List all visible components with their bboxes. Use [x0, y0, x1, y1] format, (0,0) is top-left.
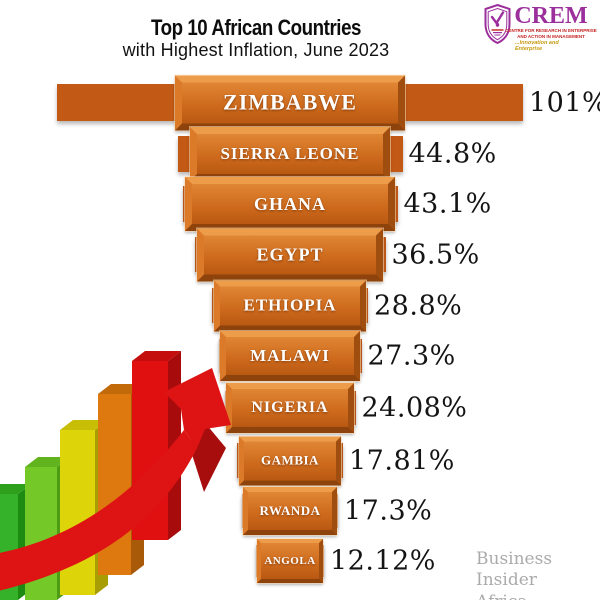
inflation-bar: NIGERIA	[224, 383, 356, 433]
country-label: NIGERIA	[251, 399, 329, 416]
country-label-plate: NIGERIA	[226, 383, 354, 433]
country-label-plate: ETHIOPIA	[214, 280, 366, 331]
country-label: SIERRA LEONE	[220, 144, 360, 163]
crem-shield-icon	[484, 3, 511, 49]
value-label: 43.1%	[403, 188, 492, 220]
page-subtitle: with Highest Inflation, June 2023	[122, 40, 390, 61]
value-label: 36.5%	[391, 239, 480, 270]
country-label: ZIMBABWE	[223, 89, 357, 115]
value-label: 44.8%	[408, 138, 497, 170]
value-label: 17.81%	[349, 445, 455, 476]
inflation-bar: MALAWI	[218, 331, 362, 381]
crem-subtitle-line2: AND ACTION IN MANAGEMENT	[517, 33, 585, 39]
country-label: GAMBIA	[261, 452, 319, 468]
inflation-bar: RWANDA	[242, 487, 338, 535]
inflation-bar: EGYPT	[194, 228, 386, 281]
watermark: Business Insider Africa	[476, 549, 600, 600]
growth-arrow-graphic	[0, 351, 231, 600]
country-label: ANGOLA	[264, 555, 316, 567]
page-title: Top 10 African Countries	[150, 15, 362, 40]
header: Top 10 African Countries with Highest In…	[76, 16, 436, 61]
country-label: RWANDA	[259, 503, 321, 518]
value-label: 28.8%	[374, 290, 463, 321]
arrow-head-icon	[164, 368, 231, 448]
value-label: 27.3%	[367, 340, 456, 372]
crem-logo-text: CREM CENTRE FOR RESEARCH IN ENTERPRISE A…	[505, 3, 597, 53]
watermark-line2: Africa	[476, 592, 600, 600]
watermark-line1: Business Insider	[476, 549, 553, 591]
inflation-bar: SIERRA LEONE	[177, 127, 403, 181]
country-label: ETHIOPIA	[243, 295, 337, 315]
country-label-plate: RWANDA	[243, 487, 337, 535]
value-label: 17.3%	[344, 495, 433, 527]
inflation-bar: GAMBIA	[237, 436, 343, 485]
country-label-plate: MALAWI	[220, 331, 360, 381]
country-label-plate: GHANA	[185, 177, 395, 231]
country-label-plate: SIERRA LEONE	[190, 127, 390, 181]
crem-subtitle-line1: CENTRE FOR RESEARCH IN ENTERPRISE	[505, 28, 597, 33]
inflation-bar: ETHIOPIA	[212, 280, 368, 331]
value-label: 24.08%	[361, 392, 468, 424]
crem-logo: CREM CENTRE FOR RESEARCH IN ENTERPRISE A…	[484, 3, 597, 53]
crem-name: CREM	[514, 3, 588, 29]
inflation-bar: ZIMBABWE	[57, 75, 523, 130]
country-label: EGYPT	[256, 244, 324, 264]
country-label: GHANA	[254, 193, 326, 214]
value-label: 101%	[529, 87, 600, 118]
inflation-bar: GHANA	[182, 177, 398, 231]
country-label: MALAWI	[250, 346, 330, 365]
inflation-bar: ANGOLA	[256, 539, 324, 583]
country-label-plate: GAMBIA	[239, 436, 341, 485]
value-label: 12.12%	[330, 545, 436, 577]
country-label-plate: EGYPT	[197, 228, 383, 281]
country-label-plate: ANGOLA	[257, 539, 323, 583]
crem-tagline: ...Innovation and Enterprise	[515, 40, 559, 53]
arrow-swoosh	[0, 430, 197, 591]
country-label-plate: ZIMBABWE	[175, 75, 405, 130]
